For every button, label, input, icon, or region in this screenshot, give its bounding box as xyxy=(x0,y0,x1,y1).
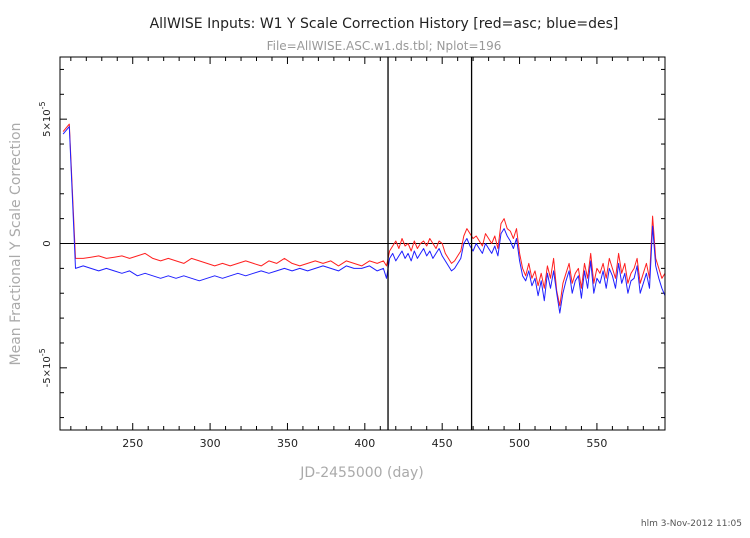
y-tick-mantissa: 0 xyxy=(42,240,53,246)
y-tick-mantissa: -5×10 xyxy=(42,356,53,387)
y-tick-exponent: -5 xyxy=(38,101,47,109)
y-tick-mantissa: 5×10 xyxy=(42,109,53,136)
x-tick-label: 250 xyxy=(122,437,143,450)
y-tick-label: 5×10-5 xyxy=(38,101,53,136)
plot-frame xyxy=(59,56,666,431)
footer-stamp: hlm 3-Nov-2012 11:05 xyxy=(641,519,742,529)
x-tick-label: 500 xyxy=(509,437,530,450)
series-line-asc xyxy=(62,123,666,307)
series-line-des xyxy=(62,126,666,314)
y-tick-exponent: -5 xyxy=(38,348,47,356)
chart-title: AllWISE Inputs: W1 Y Scale Correction Hi… xyxy=(150,16,619,32)
x-axis-label: JD-2455000 (day) xyxy=(299,465,423,481)
y-axis-label: Mean Fractional Y Scale Correction xyxy=(8,123,24,366)
x-tick-label: 550 xyxy=(586,437,607,450)
x-tick-label: 350 xyxy=(277,437,298,450)
x-tick-label: 400 xyxy=(354,437,375,450)
x-tick-label: 300 xyxy=(200,437,221,450)
y-tick-label: 0 xyxy=(42,240,53,246)
y-tick-label: -5×10-5 xyxy=(38,348,53,387)
x-tick-label: 450 xyxy=(432,437,453,450)
chart-subtitle: File=AllWISE.ASC.w1.ds.tbl; Nplot=196 xyxy=(267,39,502,53)
